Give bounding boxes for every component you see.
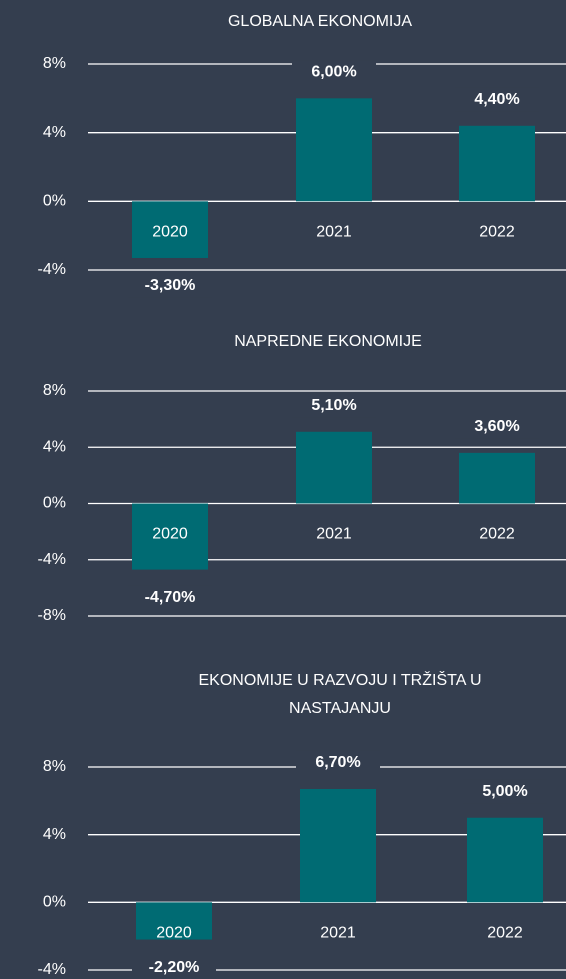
value-label-bg bbox=[128, 585, 212, 610]
value-label: -2,20% bbox=[149, 959, 200, 976]
value-label-bg bbox=[132, 955, 216, 979]
y-tick-label: 0% bbox=[43, 495, 66, 512]
bar bbox=[300, 788, 376, 903]
chart-title: NAPREDNE EKONOMIJE bbox=[234, 333, 422, 350]
y-tick-label: 4% bbox=[43, 826, 66, 843]
y-tick-label: 4% bbox=[43, 124, 66, 141]
y-tick-label: 8% bbox=[43, 382, 66, 399]
chart-title: GLOBALNA EKONOMIJA bbox=[227, 13, 413, 30]
bar bbox=[459, 125, 535, 202]
y-tick-label: -8% bbox=[38, 607, 66, 624]
y-tick-label: -4% bbox=[38, 961, 66, 978]
x-tick-label: 2020 bbox=[152, 526, 188, 543]
x-tick-label: 2020 bbox=[152, 224, 188, 241]
bar bbox=[459, 452, 535, 504]
y-tick-label: 4% bbox=[43, 438, 66, 455]
value-label: -3,30% bbox=[145, 277, 196, 294]
value-label: 4,40% bbox=[474, 91, 519, 108]
y-tick-label: 0% bbox=[43, 894, 66, 911]
value-label: 6,70% bbox=[315, 754, 360, 771]
x-tick-label: 2022 bbox=[479, 224, 515, 241]
x-tick-label: 2022 bbox=[487, 925, 523, 942]
y-tick-label: 8% bbox=[43, 55, 66, 72]
bar bbox=[132, 503, 208, 570]
value-label-bg bbox=[292, 60, 376, 85]
value-label: 5,00% bbox=[482, 783, 527, 800]
chart-title: EKONOMIJE U RAZVOJU I TRŽIŠTA U NASTAJAN… bbox=[198, 672, 482, 717]
x-tick-label: 2022 bbox=[479, 526, 515, 543]
value-label-bg bbox=[455, 414, 539, 439]
x-tick-label: 2020 bbox=[156, 925, 192, 942]
x-tick-label: 2021 bbox=[320, 925, 356, 942]
y-tick-label: 0% bbox=[43, 193, 66, 210]
x-tick-label: 2021 bbox=[316, 224, 352, 241]
bar bbox=[296, 431, 372, 504]
value-label-bg bbox=[455, 87, 539, 112]
y-tick-label: -4% bbox=[38, 551, 66, 568]
bar bbox=[467, 817, 543, 903]
value-label: 5,10% bbox=[311, 397, 356, 414]
y-tick-label: 8% bbox=[43, 758, 66, 775]
bar bbox=[296, 98, 372, 202]
value-label: -4,70% bbox=[145, 589, 196, 606]
value-label: 3,60% bbox=[474, 418, 519, 435]
value-label: 6,00% bbox=[311, 64, 356, 81]
bar bbox=[132, 201, 208, 258]
value-label-bg bbox=[128, 273, 212, 298]
value-label-bg bbox=[463, 779, 547, 804]
value-label-bg bbox=[292, 393, 376, 418]
value-label-bg bbox=[296, 750, 380, 775]
x-tick-label: 2021 bbox=[316, 526, 352, 543]
bar bbox=[136, 902, 212, 940]
y-tick-label: -4% bbox=[38, 261, 66, 278]
